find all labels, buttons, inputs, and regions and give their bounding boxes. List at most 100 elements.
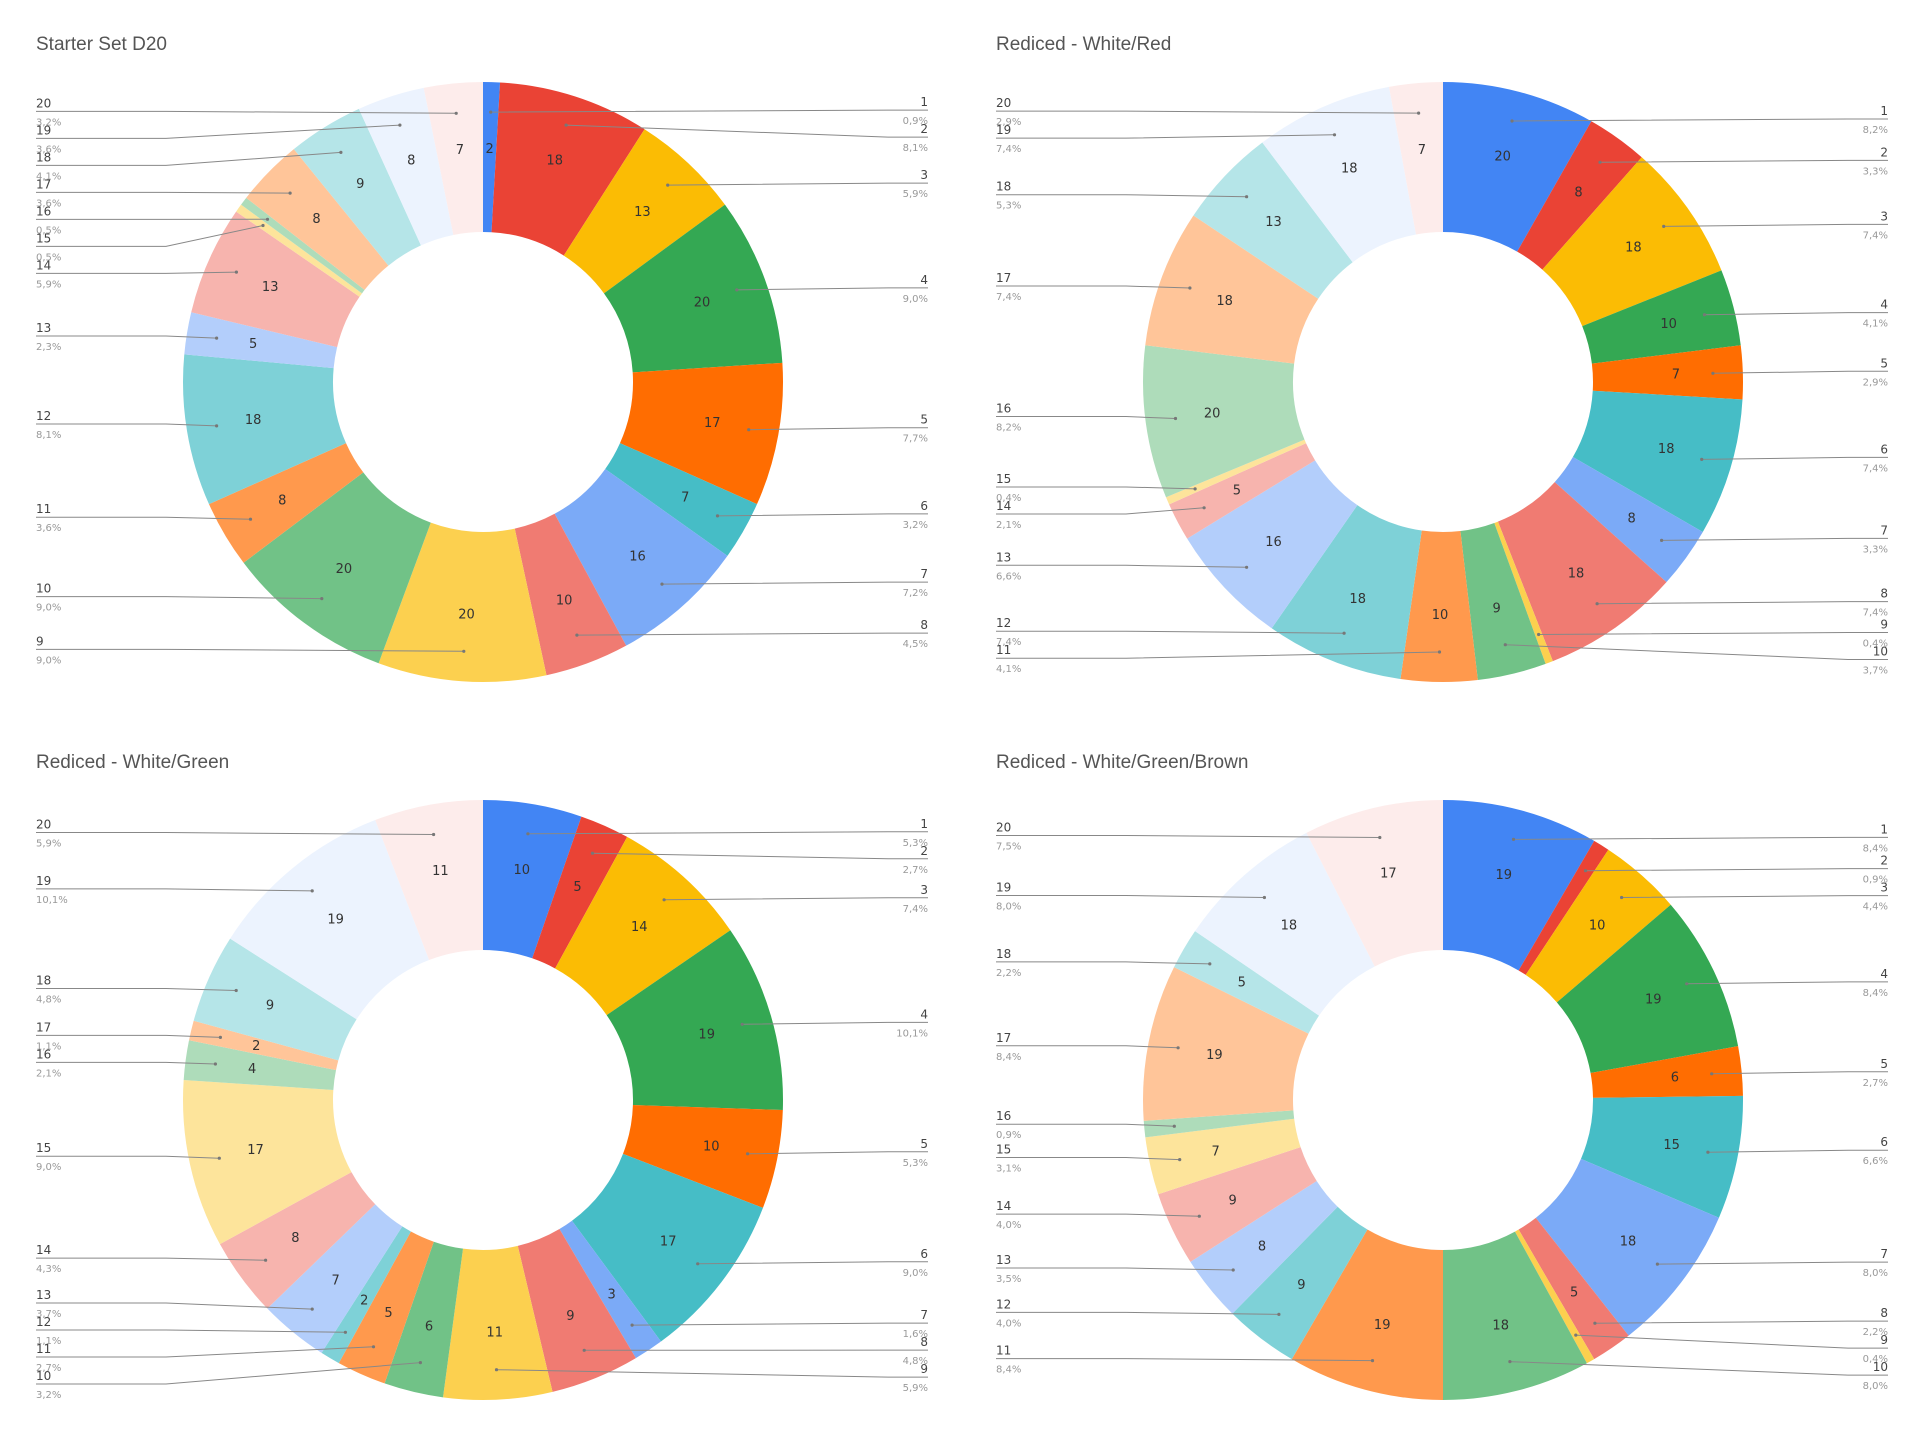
legend-percent-label: 2,9% — [1863, 377, 1888, 388]
leader-line — [996, 1157, 1180, 1161]
pie-slice-7 — [1554, 457, 1703, 583]
legend-category-label: 20 — [36, 818, 51, 832]
chart-panel-white-green-brown: Rediced - White/Green/Brown 19 10 19 6 15 18 5… — [960, 718, 1920, 1436]
pie-slice-16 — [241, 197, 365, 294]
slice-value-label: 19 — [1645, 993, 1662, 1008]
leader-dot — [662, 898, 666, 902]
leader-line — [36, 1034, 221, 1038]
legend-category-label: 11 — [996, 1344, 1011, 1358]
pie-slice-12 — [1232, 1206, 1368, 1360]
pie-slice-11 — [1400, 530, 1478, 682]
legend-percent-label: 1,1% — [36, 1041, 61, 1052]
leader-line — [566, 124, 928, 138]
pie-slice-10 — [1460, 522, 1546, 680]
leader-line — [1511, 118, 1888, 122]
leader-dot — [339, 150, 343, 154]
leader-line — [36, 648, 464, 652]
pie-slice-17 — [246, 149, 389, 290]
leader-line — [717, 513, 928, 517]
leader-line — [36, 151, 341, 166]
slice-value-label: 10 — [514, 863, 531, 878]
leader-dot — [264, 1258, 268, 1262]
pie-slice-1 — [483, 800, 582, 959]
legend-category-label: 7 — [1880, 523, 1888, 537]
pie-slice-18 — [293, 108, 421, 266]
legend-percent-label: 2,3% — [36, 342, 61, 353]
legend-percent-label: 3,7% — [1863, 666, 1888, 677]
slice-value-label: 9 — [1297, 1278, 1305, 1293]
leader-dot — [715, 514, 720, 518]
leader-dot — [494, 1368, 499, 1372]
leader-dot — [218, 1035, 222, 1039]
pie-slice-3 — [1542, 157, 1722, 327]
leader-dot — [590, 851, 595, 855]
pie-slice-15 — [236, 204, 363, 297]
slice-value-label: 2 — [252, 1039, 260, 1054]
pie-slice-9 — [443, 1245, 553, 1400]
legend-percent-label: 4,5% — [903, 639, 928, 650]
legend-category-label: 2 — [920, 844, 928, 858]
slice-value-label: 9 — [266, 999, 274, 1014]
legend-category-label: 15 — [36, 231, 51, 245]
leader-dot — [747, 428, 751, 432]
legend-percent-label: 3,6% — [36, 523, 61, 534]
leader-line — [661, 581, 928, 585]
leader-line — [996, 961, 1210, 965]
leader-line — [36, 191, 291, 194]
legend-percent-label: 8,4% — [996, 1052, 1021, 1063]
legend-category-label: 11 — [996, 643, 1011, 657]
legend-percent-label: 6,6% — [996, 571, 1021, 582]
leader-dot — [1370, 1359, 1375, 1363]
leader-dot — [1417, 111, 1421, 115]
leader-line — [36, 832, 434, 835]
slice-value-label: 7 — [331, 1273, 339, 1288]
leader-line — [1594, 1320, 1888, 1324]
leader-line — [996, 564, 1247, 568]
slice-value-label: 20 — [1204, 407, 1221, 422]
slice-value-label: 17 — [1380, 867, 1397, 882]
leader-dot — [1685, 982, 1689, 986]
leader-dot — [1711, 371, 1715, 375]
leader-dot — [234, 988, 238, 993]
slice-value-label: 5 — [573, 880, 581, 895]
leader-dot — [660, 582, 664, 586]
leader-line — [996, 134, 1335, 139]
leader-line — [996, 1358, 1373, 1362]
legend-percent-label: 9,0% — [36, 1162, 61, 1173]
leader-dot — [1660, 538, 1664, 543]
legend-percent-label: 5,3% — [903, 838, 928, 849]
legend-category-label: 19 — [36, 874, 51, 888]
pie-slice-19 — [1262, 86, 1416, 263]
legend-percent-label: 2,7% — [1863, 1078, 1888, 1089]
pie-slice-13 — [267, 1204, 403, 1353]
legend-percent-label: 9,0% — [903, 294, 928, 305]
legend-category-label: 3 — [1880, 881, 1888, 895]
legend-category-label: 2 — [1880, 145, 1888, 159]
leader-dot — [1197, 1214, 1201, 1218]
legend-category-label: 16 — [36, 204, 51, 218]
leader-line — [36, 110, 457, 114]
leader-dot — [1662, 224, 1666, 228]
slice-value-label: 7 — [1672, 368, 1680, 383]
legend-percent-label: 3,5% — [996, 1274, 1021, 1285]
legend-percent-label: 4,0% — [996, 1318, 1021, 1329]
pie-slice-3 — [563, 129, 725, 294]
leader-line — [1585, 868, 1888, 872]
leader-dot — [1208, 962, 1212, 966]
leader-line — [592, 852, 928, 860]
legend-percent-label: 4,8% — [903, 1356, 928, 1367]
donut-chart: 19101961518518199897195181718,4%20,9%34,… — [996, 800, 1888, 1400]
pie-slice-12 — [1271, 505, 1422, 679]
legend-percent-label: 4,8% — [36, 995, 61, 1006]
pie-slice-9 — [1514, 1229, 1595, 1364]
pie-slice-8 — [1518, 1217, 1629, 1360]
pie-slice-15 — [1145, 1118, 1301, 1195]
legend-category-label: 20 — [996, 96, 1011, 110]
legend-percent-label: 0,9% — [996, 1130, 1021, 1141]
legend-category-label: 8 — [920, 618, 928, 632]
slice-value-label: 9 — [1493, 602, 1501, 617]
leader-line — [996, 1045, 1179, 1049]
leader-line — [996, 507, 1205, 515]
leader-line — [996, 630, 1345, 634]
legend-percent-label: 8,4% — [1863, 843, 1888, 854]
